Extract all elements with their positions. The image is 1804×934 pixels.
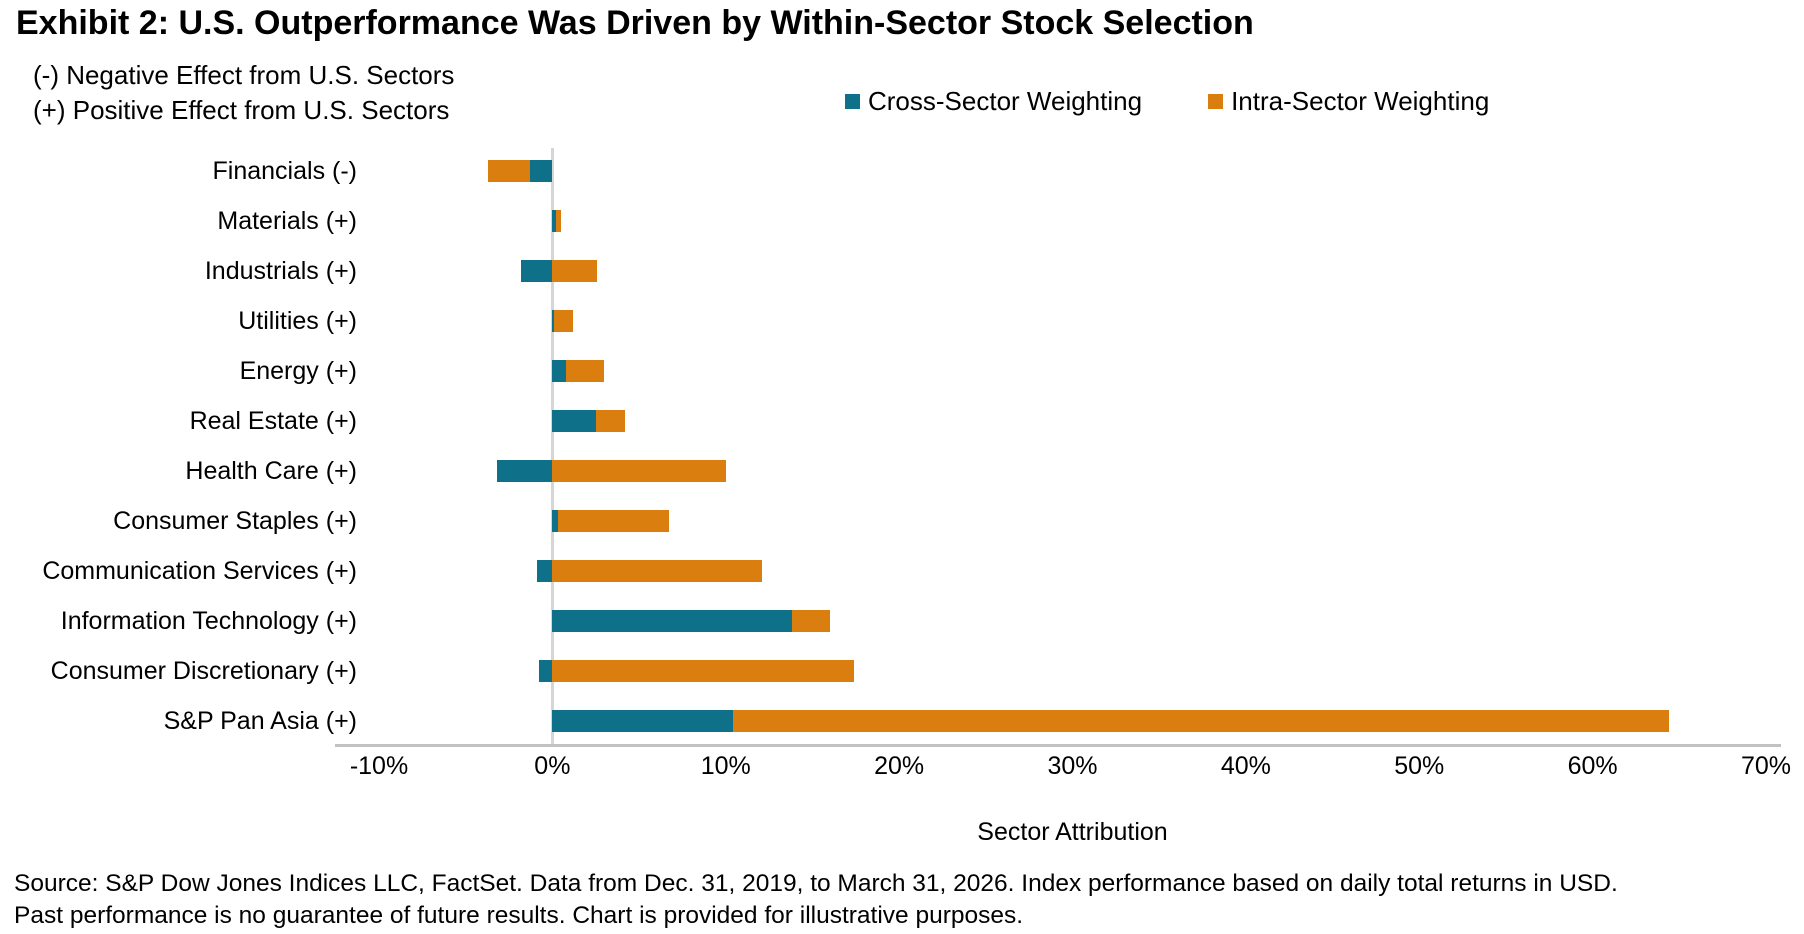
bar-cross-sector-weighting	[552, 510, 558, 532]
category-label: Utilities (+)	[238, 307, 357, 335]
legend-label-cross-sector: Cross-Sector Weighting	[868, 86, 1143, 116]
bar-intra-sector-weighting	[595, 410, 626, 432]
category-label: Industrials (+)	[204, 257, 357, 285]
bars-container	[379, 146, 1766, 746]
category-label: Consumer Discretionary (+)	[50, 657, 357, 685]
x-axis-ticks: -10% 0% 10% 20% 30% 40% 50% 60% 70%	[350, 752, 1791, 786]
bar-cross-sector-weighting	[536, 560, 553, 582]
category-label: Consumer Staples (+)	[113, 507, 357, 535]
category-label: Energy (+)	[239, 357, 357, 385]
x-axis-line	[335, 744, 1781, 747]
bar-cross-sector-weighting	[552, 410, 596, 432]
category-label: Communication Services (+)	[42, 557, 357, 585]
legend-item-intra-sector: Intra-Sector Weighting	[1208, 86, 1489, 117]
source-note: Source: S&P Dow Jones Indices LLC, FactS…	[14, 868, 1618, 932]
category-label: Health Care (+)	[185, 457, 357, 485]
x-tick-label: 10%	[700, 752, 751, 780]
bar-intra-sector-weighting	[488, 160, 530, 182]
bar-intra-sector-weighting	[552, 560, 763, 582]
bar-cross-sector-weighting	[552, 710, 733, 732]
legend-swatch-intra-sector-icon	[1208, 94, 1224, 109]
x-tick-label: 60%	[1567, 752, 1618, 780]
x-tick-label: 0%	[534, 752, 571, 780]
source-line-1: Source: S&P Dow Jones Indices LLC, FactS…	[14, 870, 1618, 897]
chart-subtitle: (-) Negative Effect from U.S. Sectors (+…	[33, 58, 454, 128]
bar-cross-sector-weighting	[529, 160, 553, 182]
bar-cross-sector-weighting	[552, 310, 555, 332]
category-label: Financials (-)	[212, 157, 357, 185]
legend-item-cross-sector: Cross-Sector Weighting	[845, 86, 1142, 117]
source-line-2: Past performance is no guarantee of futu…	[14, 902, 1024, 929]
bar-intra-sector-weighting	[552, 460, 726, 482]
chart-title: Exhibit 2: U.S. Outperformance Was Drive…	[16, 4, 1254, 42]
zero-gridline	[551, 148, 555, 746]
plot-area	[379, 146, 1766, 746]
bar-intra-sector-weighting	[555, 210, 562, 232]
bar-intra-sector-weighting	[791, 610, 830, 632]
bar-intra-sector-weighting	[566, 360, 605, 382]
x-tick-label: 50%	[1394, 752, 1445, 780]
x-tick-label: 30%	[1047, 752, 1098, 780]
subtitle-positive-note: (+) Positive Effect from U.S. Sectors	[33, 95, 450, 125]
bar-intra-sector-weighting	[554, 310, 574, 332]
bar-cross-sector-weighting	[552, 210, 556, 232]
chart-legend: Cross-Sector Weighting Intra-Sector Weig…	[845, 86, 1489, 117]
legend-swatch-cross-sector-icon	[845, 94, 860, 109]
bar-intra-sector-weighting	[552, 260, 598, 282]
bar-intra-sector-weighting	[557, 510, 669, 532]
x-tick-label: 40%	[1220, 752, 1271, 780]
x-tick-label: -10%	[349, 752, 409, 780]
category-label: Information Technology (+)	[60, 607, 357, 635]
subtitle-negative-note: (-) Negative Effect from U.S. Sectors	[33, 60, 455, 90]
x-tick-label: 20%	[874, 752, 925, 780]
bar-intra-sector-weighting	[552, 660, 855, 682]
bar-cross-sector-weighting	[552, 360, 567, 382]
category-label: Materials (+)	[217, 207, 357, 235]
x-tick-label: 70%	[1740, 752, 1792, 780]
x-axis-title: Sector Attribution	[977, 818, 1168, 846]
bar-cross-sector-weighting	[496, 460, 553, 482]
bar-intra-sector-weighting	[732, 710, 1669, 732]
category-label: S&P Pan Asia (+)	[163, 707, 357, 735]
legend-label-intra-sector: Intra-Sector Weighting	[1231, 86, 1490, 116]
bar-cross-sector-weighting	[538, 660, 553, 682]
bar-cross-sector-weighting	[521, 260, 553, 282]
category-label: Real Estate (+)	[189, 407, 357, 435]
bar-cross-sector-weighting	[552, 610, 792, 632]
